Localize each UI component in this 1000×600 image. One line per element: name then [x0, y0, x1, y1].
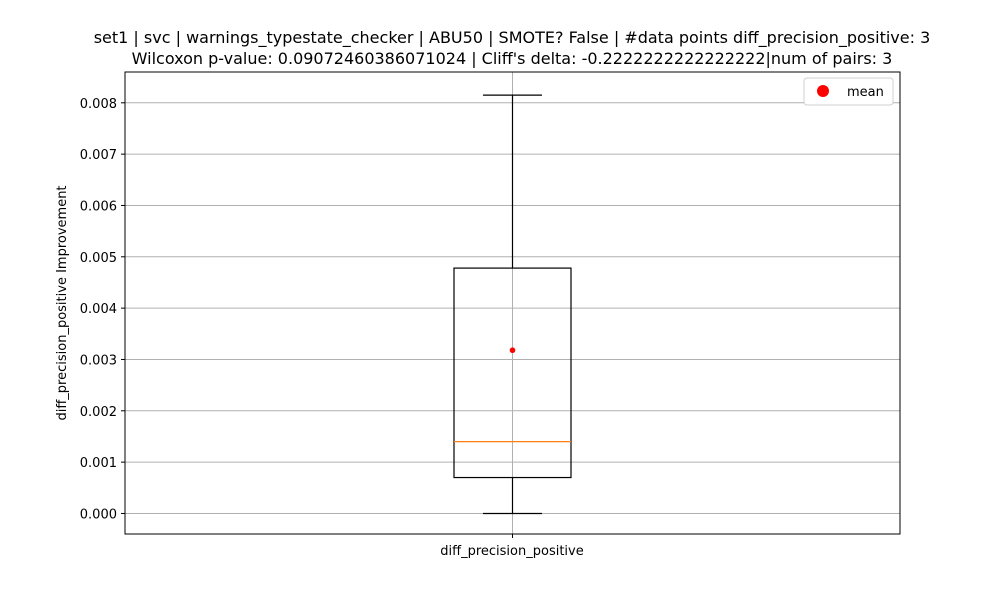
y-tick-label: 0.008	[80, 97, 117, 112]
y-tick-label: 0.003	[80, 353, 117, 368]
legend-mean-label: mean	[847, 85, 884, 100]
y-tick-label: 0.007	[80, 148, 117, 163]
box-element	[453, 94, 572, 515]
y-tick-label: 0.004	[80, 302, 117, 317]
y-tick-label: 0.002	[80, 405, 117, 420]
y-tick-label: 0.001	[80, 456, 117, 471]
legend: mean	[803, 77, 894, 106]
mean-point	[509, 347, 516, 354]
legend-mean-marker	[817, 85, 829, 97]
y-axis-ticks: 0.000 0.001 0.002 0.003 0.004 0.005 0.006 0.007…	[80, 97, 513, 538]
chart-title-line2: Wilcoxon p-value: 0.09072460386071024 | …	[132, 49, 893, 68]
plot-area-frame	[124, 71, 901, 535]
x-tick-label: diff_precision_positive	[440, 544, 583, 559]
y-tick-label: 0.006	[80, 199, 117, 214]
y-tick-label: 0.005	[80, 251, 117, 266]
iqr-box	[453, 267, 572, 479]
y-axis-label: diff_precision_positive Improvement	[55, 185, 70, 420]
legend-frame	[803, 77, 894, 106]
chart-title-line1: set1 | svc | warnings_typestate_checker …	[94, 28, 931, 48]
y-tick-label: 0.000	[80, 507, 117, 522]
